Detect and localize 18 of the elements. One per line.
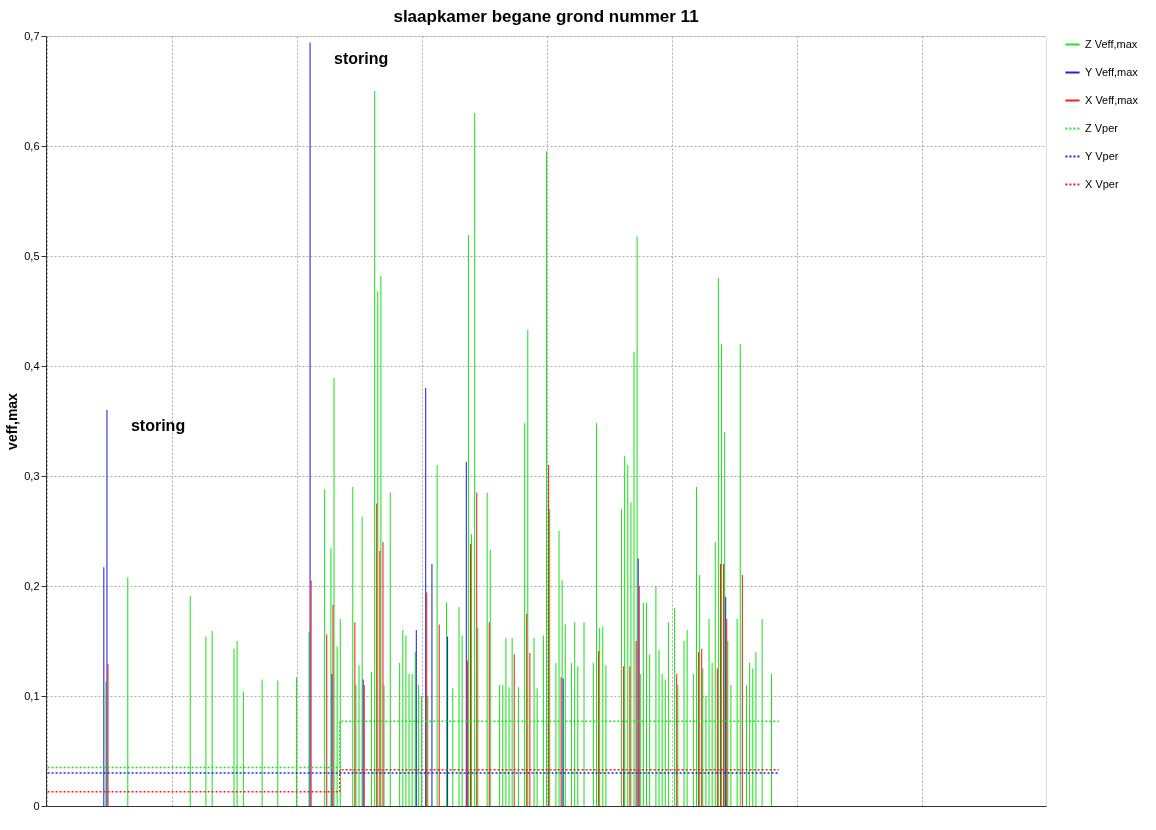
legend-label: X Vper <box>1085 177 1119 190</box>
y-tick-label: 0,5 <box>24 249 40 262</box>
legend-label: Z Veff,max <box>1085 37 1138 50</box>
y-tick-label: 0,4 <box>24 359 40 372</box>
y-tick-label: 0,3 <box>24 469 40 482</box>
annotation: storing <box>130 417 186 434</box>
legend-label: Z Vper <box>1085 121 1119 134</box>
y-tick-label: 0,6 <box>24 139 40 152</box>
legend-label: X Veff,max <box>1085 93 1139 106</box>
y-tick-label: 0,2 <box>24 579 40 592</box>
legend-label: Y Vper <box>1085 149 1119 162</box>
legend-label: Y Veff,max <box>1085 65 1139 78</box>
y-tick-label: 0,7 <box>24 29 40 42</box>
y-tick-label: 0,1 <box>24 689 40 702</box>
chart-title: slaapkamer begane grond nummer 11 <box>393 7 699 26</box>
y-tick-label: 0 <box>33 799 40 812</box>
y-axis-title: veff,max <box>4 392 21 450</box>
annotation: storing <box>334 49 389 67</box>
